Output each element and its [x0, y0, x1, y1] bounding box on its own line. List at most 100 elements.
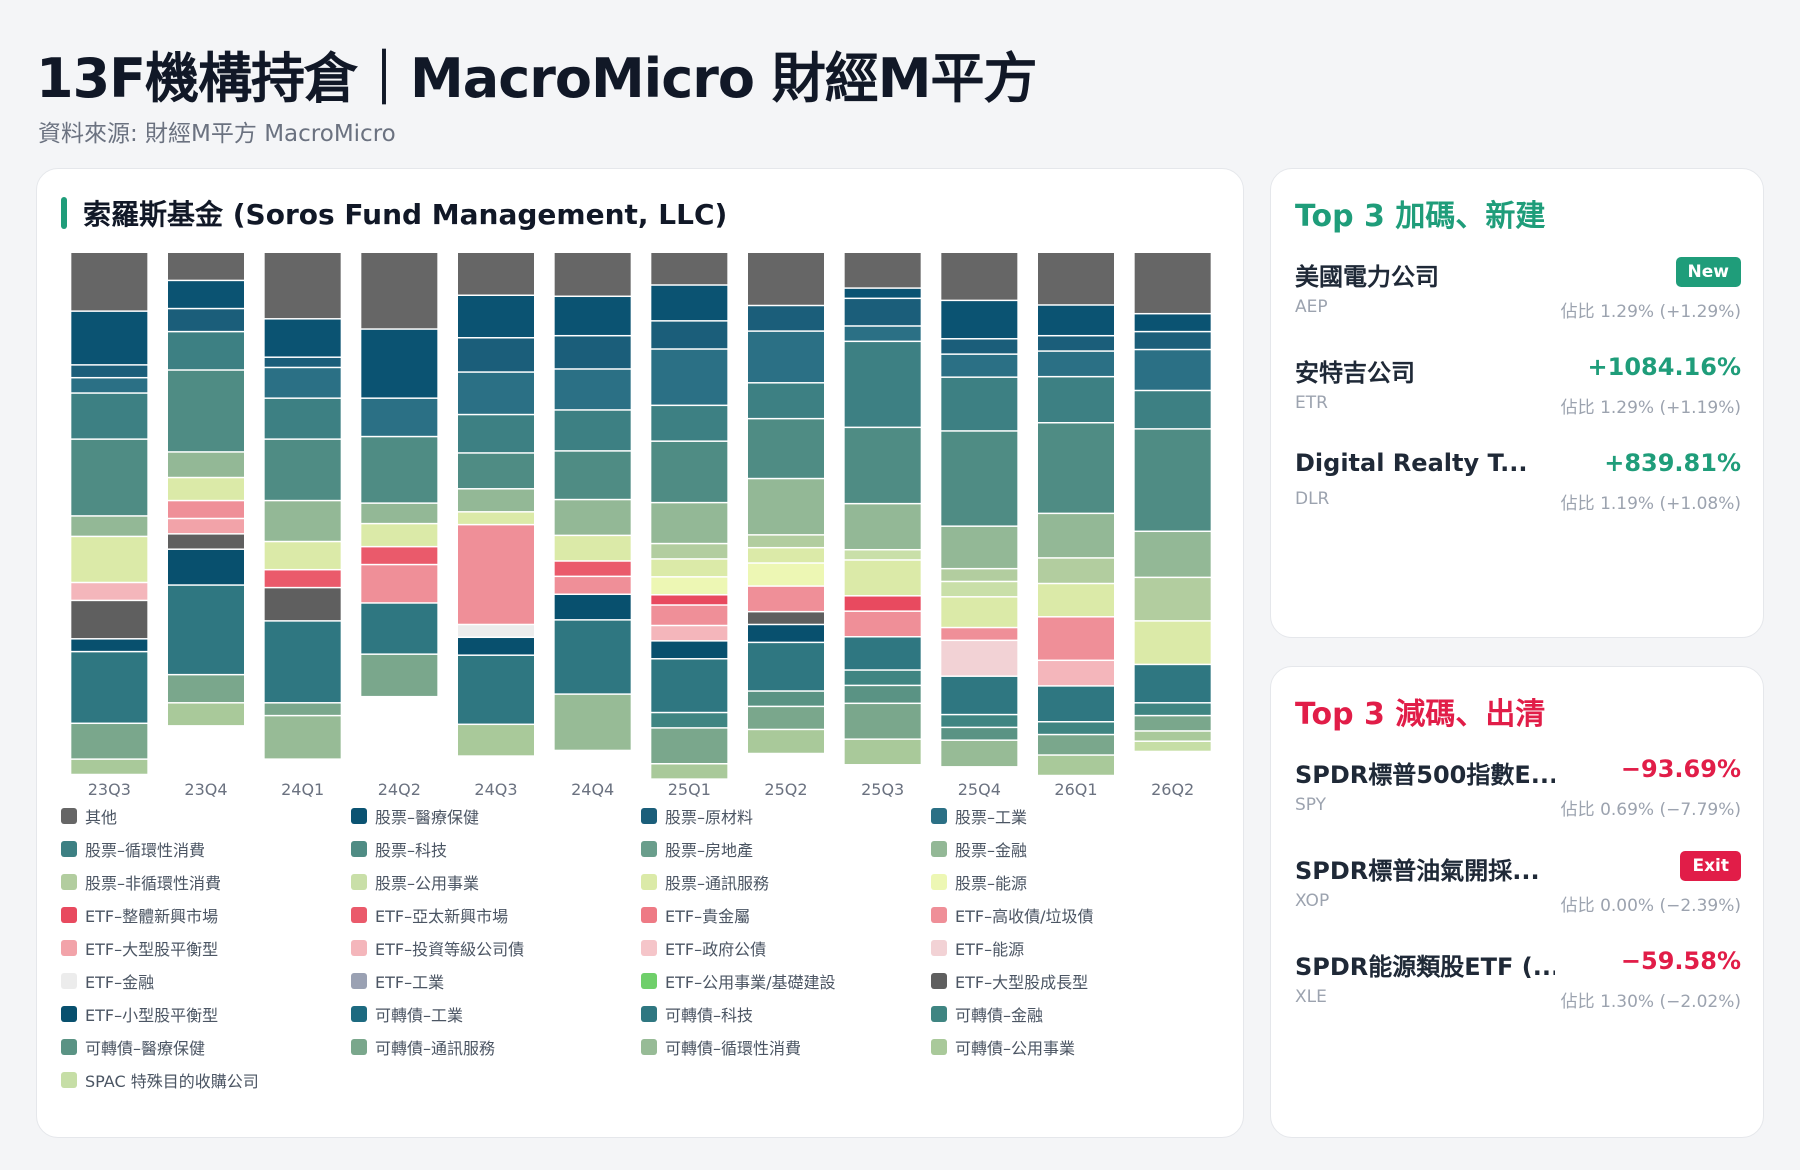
legend-item[interactable]: ETF–貴金屬 [641, 904, 931, 926]
bar-segment-25Q2-10 [748, 548, 824, 563]
x-tick-label: 24Q1 [281, 780, 324, 799]
bar-segment-25Q1-24 [651, 641, 728, 659]
bar-segment-26Q1-29 [1038, 735, 1114, 755]
holding-item[interactable]: 美國電力公司 AEP New 佔比 1.29% (+1.29%) [1295, 257, 1741, 333]
bar-segment-25Q1-1 [651, 285, 728, 321]
legend-item[interactable]: 股票–工業 [931, 805, 1221, 827]
bar-segment-26Q1-5 [1038, 423, 1114, 513]
bar-segment-24Q1-26 [264, 621, 341, 703]
legend-item[interactable]: 股票–通訊服務 [641, 871, 931, 893]
holding-item[interactable]: SPDR能源類股ETF (... XLE −59.58% 佔比 1.30% (−2.0… [1295, 947, 1741, 1023]
holding-item[interactable]: 安特吉公司 ETR +1084.16% 佔比 1.29% (+1.19%) [1295, 353, 1741, 429]
legend-item[interactable]: ETF–高收債/垃圾債 [931, 904, 1221, 926]
bar-segment-24Q1-3 [264, 368, 341, 398]
fund-title-text: 索羅斯基金 (Soros Fund Management, LLC) [83, 198, 728, 231]
holding-change: −93.69% [1620, 755, 1741, 783]
legend-swatch [931, 1039, 947, 1055]
legend-item[interactable]: 可轉債–科技 [641, 1003, 931, 1025]
legend-swatch [61, 907, 77, 923]
bar-segment-25Q2-31 [748, 730, 824, 753]
bar-segment-24Q4-3 [554, 369, 631, 410]
x-tick-label: 25Q3 [861, 780, 904, 799]
bar-segment-24Q1-0 [264, 253, 341, 319]
bar-segment-25Q2-0 [748, 253, 824, 305]
bar-segment-24Q3-26 [458, 655, 534, 724]
legend-swatch [351, 874, 367, 890]
x-tick-label: 23Q4 [184, 780, 227, 799]
legend-label: 股票–金融 [955, 841, 1028, 860]
legend-item[interactable]: ETF–金融 [61, 970, 351, 992]
legend-item[interactable]: 股票–原材料 [641, 805, 931, 827]
holding-item[interactable]: SPDR標普油氣開採... XOP Exit 佔比 0.00% (−2.39%) [1295, 851, 1741, 927]
legend-item[interactable]: 股票–科技 [351, 838, 641, 860]
holdings-stacked-bar-chart: 23Q3 23Q4 24Q1 24Q2 24Q3 24Q4 25Q1 25Q2 25Q3 25Q4… [71, 253, 1211, 799]
holding-ticker: SPY [1295, 795, 1327, 815]
legend-item[interactable]: 股票–循環性消費 [61, 838, 351, 860]
legend-item[interactable]: 股票–醫療保健 [351, 805, 641, 827]
legend-item[interactable]: ETF–工業 [351, 970, 641, 992]
bar-segment-23Q3-29 [71, 724, 148, 759]
legend-item[interactable]: ETF–政府公債 [641, 937, 931, 959]
legend-swatch [641, 1039, 657, 1055]
legend-item[interactable]: ETF–亞太新興市場 [351, 904, 641, 926]
holding-change: +839.81% [1604, 449, 1741, 477]
legend-label: 股票–工業 [955, 808, 1028, 827]
holding-name: SPDR標普油氣開採... [1295, 857, 1540, 885]
legend-item[interactable]: 可轉債–通訊服務 [351, 1036, 641, 1058]
bar-segment-26Q1-31 [1038, 755, 1114, 775]
holding-name: 美國電力公司 [1295, 263, 1439, 291]
legend-item[interactable]: ETF–公用事業/基礎建設 [641, 970, 931, 992]
bar-segment-25Q4-1 [941, 301, 1018, 339]
legend-item[interactable]: 可轉債–循環性消費 [641, 1036, 931, 1058]
bar-segment-23Q3-7 [71, 516, 148, 536]
bar-segment-26Q2-4 [1134, 391, 1211, 429]
bar-segment-25Q2-7 [748, 479, 824, 535]
legend-swatch [931, 1006, 947, 1022]
legend-item[interactable]: ETF–大型股平衡型 [61, 937, 351, 959]
legend-label: 可轉債–公用事業 [955, 1039, 1076, 1058]
legend-item[interactable]: ETF–整體新興市場 [61, 904, 351, 926]
legend-item[interactable]: 股票–房地產 [641, 838, 931, 860]
legend-item[interactable]: 可轉債–金融 [931, 1003, 1221, 1025]
legend-item[interactable]: SPAC 特殊目的收購公司 [61, 1069, 351, 1091]
legend-item[interactable]: 股票–非循環性消費 [61, 871, 351, 893]
legend-swatch [641, 1006, 657, 1022]
legend-item[interactable]: 股票–公用事業 [351, 871, 641, 893]
bar-segment-24Q1-1 [264, 319, 341, 357]
bar-segment-24Q2-26 [361, 603, 438, 654]
holding-item[interactable]: SPDR標普500指數E... SPY −93.69% 佔比 0.69% (−7.79… [1295, 755, 1741, 831]
legend-item[interactable]: ETF–大型股成長型 [931, 970, 1221, 992]
legend-swatch [61, 808, 77, 824]
legend-item[interactable]: ETF–小型股平衡型 [61, 1003, 351, 1025]
legend-swatch [931, 973, 947, 989]
bar-segment-24Q2-29 [361, 654, 438, 696]
legend-item[interactable]: 可轉債–工業 [351, 1003, 641, 1025]
legend-item[interactable]: 可轉債–公用事業 [931, 1036, 1221, 1058]
bar-segment-26Q2-3 [1134, 350, 1211, 390]
bar-segment-23Q3-3 [71, 378, 148, 393]
bar-segment-25Q1-0 [651, 253, 728, 285]
bar-segment-26Q2-5 [1134, 429, 1211, 531]
holding-change: −59.58% [1620, 947, 1741, 975]
legend-item[interactable]: ETF–能源 [931, 937, 1221, 959]
bar-segment-26Q1-8 [1038, 558, 1114, 583]
legend-item[interactable]: 股票–能源 [931, 871, 1221, 893]
legend-item[interactable]: 可轉債–醫療保健 [61, 1036, 351, 1058]
legend-label: 股票–公用事業 [375, 874, 480, 893]
bar-segment-26Q2-31 [1134, 731, 1211, 741]
bar-segment-25Q2-29 [748, 707, 824, 729]
holding-item[interactable]: Digital Realty T... DLR +839.81% 佔比 1.19% (… [1295, 449, 1741, 525]
legend-swatch [61, 1072, 77, 1088]
bar-segment-24Q2-7 [361, 503, 438, 523]
legend-label: 股票–醫療保健 [375, 808, 480, 827]
bar-segment-25Q1-27 [651, 713, 728, 728]
bar-segment-25Q3-26 [844, 637, 921, 670]
legend-item[interactable]: 其他 [61, 805, 351, 827]
bar-segment-25Q4-15 [941, 628, 1018, 640]
legend-item[interactable]: ETF–投資等級公司債 [351, 937, 641, 959]
bar-segment-26Q1-17 [1038, 661, 1114, 686]
legend-item[interactable]: 股票–金融 [931, 838, 1221, 860]
legend-swatch [61, 874, 77, 890]
bar-segment-26Q2-10 [1134, 621, 1211, 664]
holding-ticker: AEP [1295, 297, 1328, 317]
